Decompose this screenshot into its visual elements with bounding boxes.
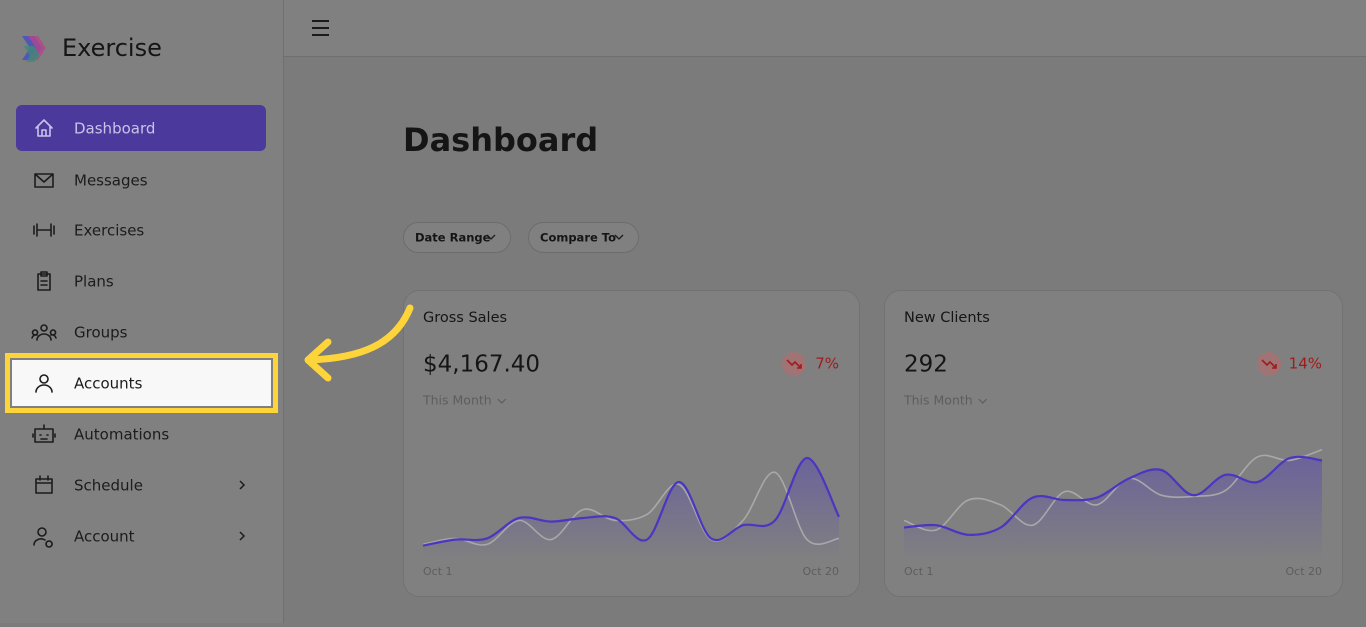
nav-label: Schedule <box>74 477 143 495</box>
nav-icon <box>32 424 56 443</box>
nav-item[interactable]: Messages <box>34 172 148 190</box>
nav-icon <box>34 173 54 188</box>
submenu-chevron <box>239 480 246 490</box>
previous-line <box>422 471 840 546</box>
nav-icon <box>35 475 53 494</box>
nav-icon <box>35 374 53 393</box>
logo <box>22 36 46 62</box>
x-end-label: Oct 20 <box>802 565 839 578</box>
nav-item[interactable]: Automations <box>32 424 169 444</box>
nav-icon <box>31 324 57 341</box>
submenu-chevron <box>239 531 246 541</box>
x-end-label: Oct 20 <box>1285 565 1322 578</box>
nav-icon <box>33 223 55 237</box>
nav-label: Automations <box>74 426 169 444</box>
nav-label: Groups <box>74 324 128 342</box>
filter-chevron <box>486 234 496 240</box>
nav-item[interactable]: Account <box>33 527 246 548</box>
metric-card: New Clients 292 14% This Month Oct 1 Oct 20 <box>884 290 1343 597</box>
filter-button[interactable]: Compare To <box>528 222 639 253</box>
period-select: This Month <box>903 393 973 408</box>
change-percent: 7% <box>815 355 839 373</box>
nav-label: Exercises <box>74 222 144 240</box>
nav-item[interactable]: Schedule <box>35 475 246 495</box>
period-chevron <box>497 398 507 404</box>
trend-down-icon <box>1261 359 1277 369</box>
filter-chevron <box>614 234 624 240</box>
filter-bg <box>403 222 511 253</box>
filter-label: Compare To <box>540 231 616 245</box>
nav-label: Dashboard <box>74 120 155 138</box>
filter-button[interactable]: Date Range <box>403 222 511 253</box>
nav-item[interactable]: Groups <box>31 324 128 342</box>
period-select: This Month <box>422 393 492 408</box>
card-value: 292 <box>904 352 948 378</box>
nav-item[interactable]: Exercises <box>33 222 144 240</box>
card-title: Gross Sales <box>423 310 507 326</box>
filter-label: Date Range <box>415 231 491 245</box>
current-area <box>423 457 839 560</box>
x-start-label: Oct 1 <box>904 565 934 578</box>
current-line <box>422 456 840 547</box>
filter-bg <box>528 222 639 253</box>
nav-label: Account <box>74 528 135 546</box>
current-line <box>903 455 1323 536</box>
highlight-border <box>5 353 278 413</box>
app-name: Exercise <box>62 34 162 62</box>
card-value: $4,167.40 <box>423 352 540 378</box>
nav-label: Messages <box>74 172 148 190</box>
page-title: Dashboard <box>403 121 598 159</box>
period-chevron <box>978 398 988 404</box>
menu-button[interactable] <box>312 20 329 36</box>
card-title: New Clients <box>904 310 990 326</box>
metric-card: Gross Sales $4,167.40 7% This Month Oct 1 Oct… <box>403 290 860 597</box>
nav-label: Plans <box>74 273 114 291</box>
nav-icon <box>35 119 53 137</box>
nav-icon <box>37 271 51 291</box>
x-start-label: Oct 1 <box>423 565 453 578</box>
sidebar <box>0 0 283 623</box>
topbar <box>284 0 1366 56</box>
trend-down-icon <box>786 359 802 369</box>
nav-item[interactable]: Accounts <box>5 353 278 413</box>
nav-label: Accounts <box>74 375 143 393</box>
previous-line <box>903 448 1323 532</box>
change-percent: 14% <box>1289 355 1322 373</box>
nav-item[interactable]: Dashboard <box>16 105 266 151</box>
pointer-arrow <box>304 304 414 382</box>
nav-icon <box>33 527 53 548</box>
nav-item[interactable]: Plans <box>37 271 114 291</box>
current-area <box>904 456 1322 560</box>
nav-active-bg <box>16 105 266 151</box>
highlight-bg <box>12 360 271 406</box>
